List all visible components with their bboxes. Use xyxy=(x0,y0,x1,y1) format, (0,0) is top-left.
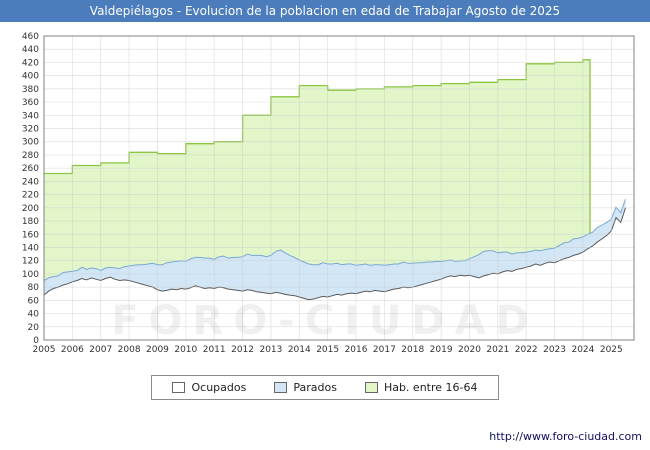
footer-url[interactable]: http://www.foro-ciudad.com xyxy=(489,430,642,443)
x-axis-tick-label: 2009 xyxy=(146,345,169,355)
x-axis-tick-label: 2014 xyxy=(288,345,311,355)
y-axis-tick-label: 220 xyxy=(22,191,39,201)
y-axis-tick-label: 320 xyxy=(22,125,39,135)
x-axis-tick-label: 2025 xyxy=(600,345,623,355)
x-axis-tick-label: 2012 xyxy=(231,345,254,355)
y-axis-tick-label: 160 xyxy=(22,230,39,240)
x-axis-tick-label: 2019 xyxy=(430,345,453,355)
x-axis-tick-label: 2016 xyxy=(345,345,368,355)
legend-swatch-icon xyxy=(364,382,378,393)
y-axis-tick-label: 340 xyxy=(22,111,39,121)
legend-item-ocupados: Ocupados xyxy=(172,381,246,394)
legend-item-parados: Parados xyxy=(274,381,337,394)
legend-row: Ocupados Parados Hab. entre 16-64 xyxy=(0,375,650,400)
population-area-chart: 0 20 40 60 80 100 120 140 160 180 200 220 240 260 280 3… xyxy=(22,32,635,355)
x-axis-tick-label: 2011 xyxy=(203,345,226,355)
x-axis-tick-label: 2024 xyxy=(571,345,594,355)
y-axis-tick-label: 280 xyxy=(22,151,39,161)
x-axis-tick-label: 2020 xyxy=(458,345,481,355)
y-axis-tick-label: 80 xyxy=(28,283,40,293)
legend-label: Ocupados xyxy=(191,381,247,394)
y-axis-tick-label: 20 xyxy=(28,323,40,333)
x-axis-tick-label: 2006 xyxy=(61,345,84,355)
y-axis-tick-label: 300 xyxy=(22,138,39,148)
y-axis-tick-label: 40 xyxy=(28,310,40,320)
chart-area: 0 20 40 60 80 100 120 140 160 180 200 220 240 260 280 3… xyxy=(0,22,650,374)
y-axis-tick-label: 420 xyxy=(22,58,39,68)
y-axis-tick-label: 380 xyxy=(22,85,39,95)
x-axis-tick-label: 2022 xyxy=(515,345,538,355)
y-axis-tick-label: 460 xyxy=(22,32,39,42)
y-axis-tick-label: 60 xyxy=(28,296,40,306)
x-axis-tick-label: 2008 xyxy=(118,345,141,355)
y-axis-tick-label: 260 xyxy=(22,164,39,174)
x-axis-tick-label: 2015 xyxy=(316,345,339,355)
y-axis-tick-label: 120 xyxy=(22,257,39,267)
legend-swatch-icon xyxy=(172,382,186,393)
chart-title: Valdepiélagos - Evolucion de la poblacio… xyxy=(0,0,650,22)
y-axis-tick-label: 240 xyxy=(22,177,39,187)
x-axis-tick-label: 2007 xyxy=(89,345,112,355)
y-axis-tick-label: 200 xyxy=(22,204,39,214)
x-axis-tick-label: 2013 xyxy=(259,345,282,355)
legend-label: Hab. entre 16-64 xyxy=(383,381,478,394)
x-axis-tick-label: 2005 xyxy=(33,345,56,355)
legend-label: Parados xyxy=(293,381,337,394)
x-axis-tick-label: 2010 xyxy=(174,345,197,355)
y-axis-tick-label: 440 xyxy=(22,45,39,55)
x-axis-tick-label: 2018 xyxy=(401,345,424,355)
y-axis-tick-label: 0 xyxy=(33,336,39,346)
x-axis-tick-label: 2017 xyxy=(373,345,396,355)
legend-item-hab-entre-16-64: Hab. entre 16-64 xyxy=(364,381,478,394)
y-axis-tick-label: 360 xyxy=(22,98,39,108)
x-axis-tick-label: 2021 xyxy=(486,345,509,355)
y-axis-tick-label: 140 xyxy=(22,243,39,253)
y-axis-tick-label: 100 xyxy=(22,270,39,280)
y-axis-tick-label: 400 xyxy=(22,72,39,82)
x-axis-tick-label: 2023 xyxy=(543,345,566,355)
legend-swatch-icon xyxy=(274,382,288,393)
y-axis-tick-label: 180 xyxy=(22,217,39,227)
chart-legend: Ocupados Parados Hab. entre 16-64 xyxy=(151,375,499,400)
